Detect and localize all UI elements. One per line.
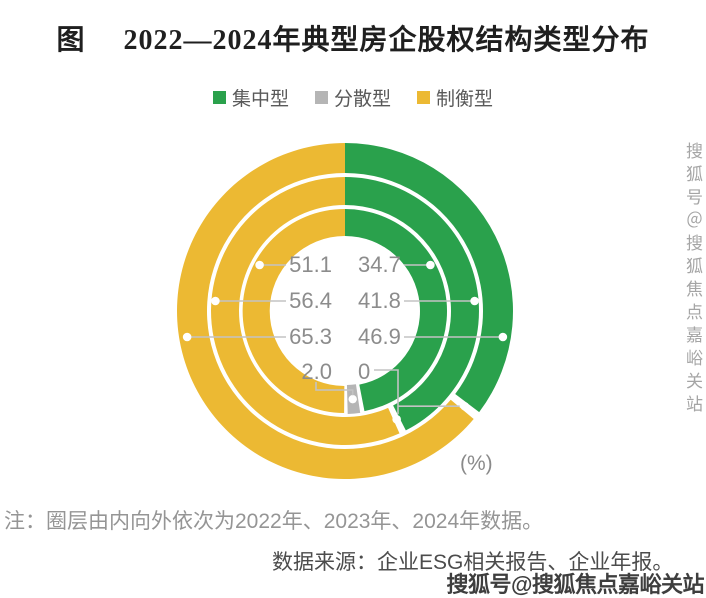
ring-2022年-green-arc (345, 209, 448, 412)
value-balanced-outer: 65.3 (289, 324, 332, 349)
value-dispersed-zero: 0 (358, 359, 371, 384)
leader-dot-right-row3 (498, 332, 508, 342)
legend-item-dispersed: 分散型 (314, 84, 391, 111)
leader-dot-right-row1 (426, 260, 435, 270)
ring-2023年-yellow-arc (211, 177, 400, 446)
page-title: 2022—2024年典型房企股权结构类型分布 (123, 25, 650, 56)
zero-dot-outer-ring (460, 401, 470, 411)
data-source-note: 数据来源：企业ESG相关报告、企业年报。 (272, 551, 674, 574)
ring-2023年-green-arc (345, 177, 479, 431)
leader-dot-right-row2 (470, 296, 479, 306)
unit-label: (%) (460, 452, 493, 475)
leader-dot-left-row1 (255, 260, 264, 270)
leader-line-gray-2-0 (315, 382, 354, 396)
footnote: 注：圈层由内向外依次为2022年、2023年、2024年数据。 (4, 510, 544, 533)
value-concentrated-outer: 46.9 (358, 324, 401, 349)
value-dispersed-gray: 2.0 (301, 359, 332, 384)
zero-dot-middle-ring (392, 415, 401, 424)
value-concentrated-middle: 41.8 (358, 288, 401, 313)
value-balanced-middle: 56.4 (289, 288, 332, 313)
figure-prefix-label: 图 (56, 25, 86, 56)
legend-swatch-concentrated (212, 91, 226, 104)
value-balanced-inner: 51.1 (289, 252, 332, 277)
legend-item-balanced: 制衡型 (417, 84, 493, 111)
legend-label-concentrated: 集中型 (231, 89, 289, 110)
leader-dot-left-row3 (182, 332, 192, 342)
legend-label-dispersed: 分散型 (333, 89, 391, 110)
watermark-vertical: 搜狐号＠搜狐焦点嘉峪关站 (683, 142, 702, 418)
chart-legend: 集中型 分散型 制衡型 (0, 84, 706, 111)
watermark-bottom: 搜狐号@搜狐焦点嘉峪关站 (446, 572, 705, 597)
ring-2024年-green-arc (345, 143, 513, 413)
legend-swatch-balanced (417, 91, 430, 104)
legend-swatch-dispersed (314, 91, 328, 104)
ring-2024年-yellow-arc (177, 143, 474, 479)
leader-dot-left-row2 (211, 296, 220, 306)
legend-label-balanced: 制衡型 (436, 89, 494, 110)
gray-segment-marker-dot (348, 394, 357, 404)
chart-title-row: 图 2022—2024年典型房企股权结构类型分布 (0, 18, 706, 58)
value-concentrated-inner: 34.7 (358, 252, 401, 277)
legend-item-concentrated: 集中型 (212, 84, 289, 111)
ring-2022年-yellow-arc (242, 208, 345, 413)
leader-line-zero-vertical (374, 369, 399, 415)
